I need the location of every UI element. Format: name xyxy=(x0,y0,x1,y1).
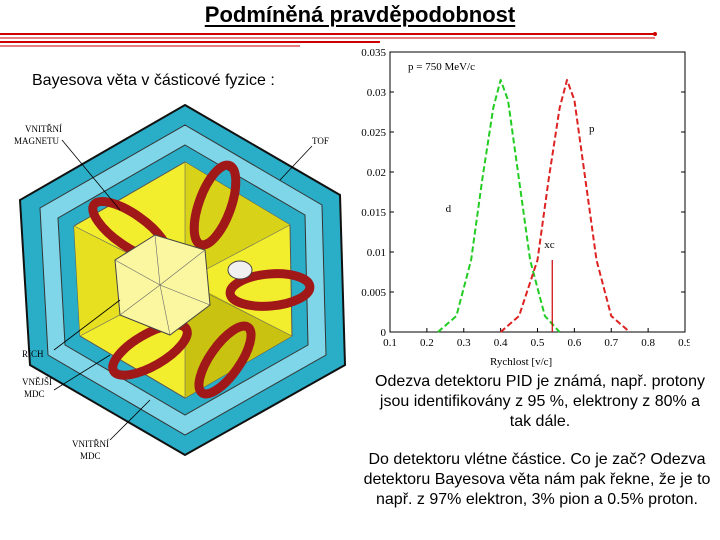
series-line-p xyxy=(499,79,631,333)
label-inner-mdc-1: VNITŘNÍ xyxy=(72,439,109,449)
y-tick-label-1: 0.005 xyxy=(361,287,386,299)
series-label-d: d xyxy=(446,203,452,215)
x-tick-label-8: 0.9 xyxy=(678,337,690,349)
label-outer-mdc-1: VNĚJŠÍ xyxy=(22,377,52,387)
label-tof: TOF xyxy=(312,136,329,146)
series-line-d xyxy=(437,79,561,333)
paragraph-pid-response: Odezva detektoru PID je známá, např. pro… xyxy=(375,373,705,430)
magnet-coils xyxy=(88,160,315,399)
label-inner-mdc-2: MDC xyxy=(80,451,101,461)
y-tick-label-5: 0.025 xyxy=(361,127,386,139)
label-inner-magnet-1: VNITŘNÍ xyxy=(25,124,62,134)
label-leader-lines xyxy=(53,139,313,441)
label-outer-mdc-2: MDC xyxy=(24,389,45,399)
title-decoration-lines xyxy=(0,32,657,47)
y-tick-label-7: 0.035 xyxy=(361,47,386,59)
detector-illustration: VNITŘNÍ MAGNETU TOF RICH VNĚJŠÍ MDC VNIT… xyxy=(14,103,347,461)
page-title: Podmíněná pravděpodobnost xyxy=(204,2,516,27)
chart-annotation: p = 750 MeV/c xyxy=(408,61,475,73)
y-tick-label-0: 0 xyxy=(381,327,387,339)
y-tick-label-4: 0.02 xyxy=(367,167,386,179)
y-tick-label-2: 0.01 xyxy=(367,247,386,259)
xc-marker-label: xc xyxy=(544,239,555,251)
y-tick-label-3: 0.015 xyxy=(361,207,386,219)
label-rich: RICH xyxy=(22,349,44,359)
x-tick-label-7: 0.8 xyxy=(641,337,655,349)
x-tick-label-1: 0.2 xyxy=(420,337,434,349)
x-tick-label-3: 0.4 xyxy=(494,337,508,349)
detector-drawing xyxy=(18,103,347,457)
series-label-p: p xyxy=(589,123,595,135)
subtitle: Bayesova věta v částicové fyzice : xyxy=(32,72,275,89)
label-inner-magnet-2: MAGNETU xyxy=(14,136,59,146)
x-tick-label-6: 0.7 xyxy=(604,337,618,349)
paragraph-bayes-result: Do detektoru vlétne částice. Co je zač? … xyxy=(363,451,711,508)
velocity-chart: 0 0.005 0.01 0.015 0.02 0.025 0.03 0.035 0.1 0.2 0… xyxy=(361,47,690,368)
x-tick-label-5: 0.6 xyxy=(568,337,582,349)
x-tick-label-4: 0.5 xyxy=(531,337,545,349)
chart-xlabel: Rychlost [v/c] xyxy=(490,356,552,368)
x-tick-label-0: 0.1 xyxy=(383,337,397,349)
y-tick-label-6: 0.03 xyxy=(367,87,387,99)
x-tick-label-2: 0.3 xyxy=(457,337,471,349)
